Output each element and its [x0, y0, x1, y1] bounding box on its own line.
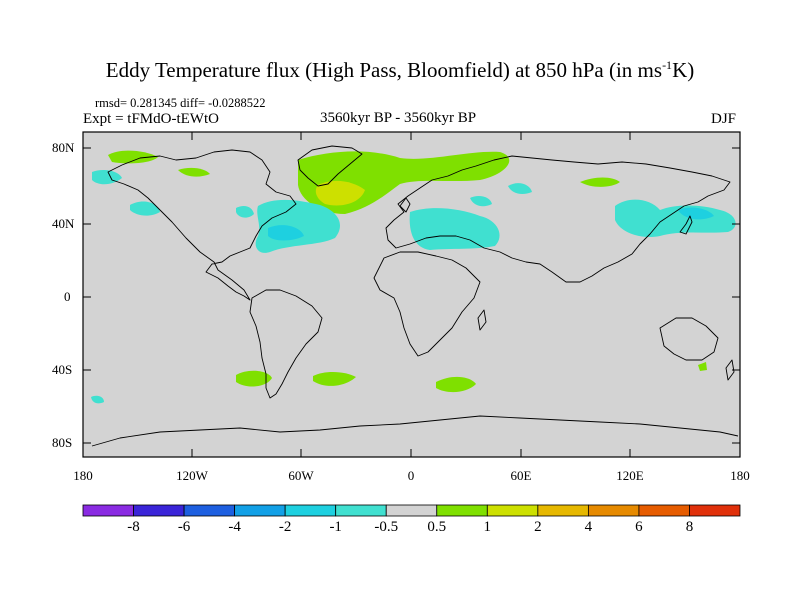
coast-japan: [679, 215, 693, 235]
anomaly-patch-negative: [130, 201, 160, 216]
colorbar-swatch: [284, 504, 337, 517]
map-title: Eddy Temperature flux (High Pass, Bloomf…: [105, 58, 695, 82]
axis-ticks: [83, 132, 740, 457]
anomaly-patch-negative: [236, 206, 254, 218]
colorbar-swatch: [133, 504, 185, 517]
coastlines: [91, 145, 739, 447]
lat-label-80s: 80S: [52, 435, 73, 450]
anomaly-patch-positive: [236, 370, 272, 387]
anomaly-patch-positive: [313, 371, 356, 386]
lon-label-180e: 180: [730, 468, 750, 483]
colorbar-label: -4: [228, 519, 241, 535]
colorbar-swatch: [486, 504, 539, 517]
period-label: 3560kyr BP - 3560kyr BP: [320, 110, 477, 126]
colorbar-swatch: [587, 504, 640, 517]
lon-label-60w: 60W: [288, 468, 314, 483]
anomaly-patch-negative: [508, 183, 532, 194]
season-label: DJF: [711, 111, 737, 127]
lon-label-120w: 120W: [176, 468, 208, 483]
colorbar-label: 6: [635, 519, 643, 535]
anomaly-patch-positive: [108, 150, 158, 164]
coast-antarctica: [91, 415, 739, 447]
anomaly-patch-positive: [580, 177, 620, 187]
colorbar-swatch: [638, 504, 690, 517]
anomaly-patch-negative: [678, 207, 714, 220]
lon-label-180w: 180: [73, 468, 93, 483]
lon-label-60e: 60E: [510, 468, 532, 483]
lon-label-120e: 120E: [616, 468, 644, 483]
colorbar: [82, 504, 741, 517]
anomaly-patch-positive: [315, 180, 365, 206]
colorbar-label: -1: [329, 519, 342, 535]
coast-uk: [399, 197, 411, 213]
colorbar-swatch: [385, 504, 438, 517]
coast-australia: [659, 317, 719, 361]
anomaly-patch-negative: [615, 199, 736, 238]
colorbar-label: 2: [534, 519, 542, 535]
stats-line: rmsd= 0.281345 diff= -0.0288522: [95, 96, 266, 110]
lon-label-0: 0: [407, 468, 415, 483]
colorbar-swatch: [537, 504, 589, 517]
anomaly-patch-negative: [91, 395, 104, 404]
anomaly-patch-positive: [698, 362, 707, 371]
colorbar-label: -6: [177, 519, 191, 535]
colorbar-swatch: [234, 504, 286, 517]
colorbar-swatch: [689, 504, 741, 517]
colorbar-label: 1: [483, 519, 492, 535]
anomaly-patch-positive: [178, 167, 210, 177]
lat-label-40s: 40S: [52, 362, 73, 377]
coast-greenland: [297, 145, 363, 187]
anomaly-regions: [91, 150, 736, 404]
map-background: [82, 131, 741, 458]
lat-label-0: 0: [64, 289, 71, 304]
colorbar-swatch: [82, 504, 134, 517]
coast-europe-asia: [385, 155, 731, 283]
coast-madagascar: [477, 309, 487, 331]
colorbar-swatch: [335, 504, 387, 517]
coast-south-america: [249, 289, 323, 399]
coast-north-america: [107, 149, 297, 301]
lat-label-40n: 40N: [52, 216, 75, 231]
coast-africa: [373, 251, 481, 357]
experiment-label: Expt = tFMdO-tEWtO: [83, 111, 219, 127]
colorbar-label: 4: [584, 519, 593, 535]
colorbar-label: 0.5: [427, 519, 447, 535]
colorbar-label: -0.5: [374, 519, 399, 535]
anomaly-patch-positive: [436, 376, 476, 393]
colorbar-swatch: [183, 504, 236, 517]
anomaly-patch-negative: [268, 225, 304, 241]
lat-label-80n: 80N: [52, 140, 75, 155]
anomaly-patch-negative: [409, 208, 500, 250]
colorbar-label: 8: [685, 519, 694, 535]
colorbar-swatch: [436, 504, 488, 517]
anomaly-patch-negative: [470, 196, 492, 207]
colorbar-label: -8: [127, 519, 140, 535]
coast-new-zealand: [725, 359, 735, 381]
colorbar-label: -2: [278, 519, 292, 535]
